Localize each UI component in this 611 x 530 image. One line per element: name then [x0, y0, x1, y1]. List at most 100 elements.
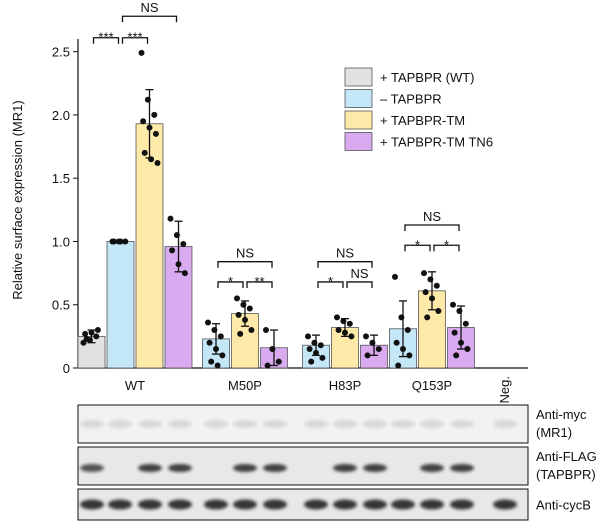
legend-swatch — [344, 89, 373, 108]
significance-label: NS — [423, 209, 441, 224]
y-tick-label: 2.5 — [52, 45, 70, 60]
data-point — [237, 330, 244, 337]
blot-band — [138, 464, 162, 472]
legend-label: – TAPBPR — [380, 92, 442, 107]
blot-band — [168, 499, 192, 510]
data-point — [346, 320, 353, 327]
blot-band — [233, 499, 257, 510]
bar — [135, 123, 164, 369]
data-point — [364, 352, 371, 359]
blot-band — [333, 499, 357, 510]
significance-bracket — [217, 281, 244, 288]
data-point — [450, 301, 456, 308]
data-point — [167, 215, 174, 222]
blot-label: Anti-cycB — [536, 498, 591, 513]
data-point — [406, 352, 413, 359]
significance-bracket — [317, 261, 373, 268]
legend-swatch — [344, 67, 373, 87]
data-point — [264, 362, 271, 369]
data-point — [152, 130, 159, 137]
x-tick-label: Q153P — [412, 378, 452, 393]
blot-band — [263, 464, 287, 472]
data-point — [458, 339, 464, 346]
data-point — [335, 327, 342, 334]
data-point — [395, 362, 402, 369]
data-point — [313, 349, 319, 356]
blot-band — [233, 464, 257, 472]
data-point — [421, 270, 427, 277]
y-tick-label: 2.0 — [52, 108, 70, 123]
significance-label: * — [444, 237, 449, 252]
data-point — [398, 314, 405, 321]
significance-bracket — [404, 244, 431, 252]
data-point — [248, 327, 255, 334]
data-point — [263, 327, 269, 334]
data-point — [375, 346, 382, 353]
data-point — [117, 238, 124, 245]
data-point — [122, 238, 129, 245]
significance-label: ** — [254, 274, 264, 289]
significance-bracket — [317, 281, 344, 288]
data-point — [453, 352, 460, 359]
blot-band — [304, 499, 328, 510]
blot-label: Anti-FLAG — [536, 449, 597, 464]
y-axis-label: Relative surface expression (MR1) — [10, 100, 25, 299]
x-tick-label: H83P — [329, 378, 362, 393]
blot-band — [108, 499, 132, 510]
data-point — [213, 346, 219, 353]
significance-bracket — [433, 244, 460, 252]
data-point — [400, 346, 406, 353]
data-point — [175, 261, 182, 268]
blot-band — [363, 420, 387, 428]
significance-label: *** — [127, 30, 142, 45]
blot-band — [420, 499, 444, 510]
blot-band — [304, 420, 328, 428]
bar — [164, 246, 193, 369]
blot-label: (MR1) — [536, 425, 572, 440]
data-point — [154, 160, 161, 167]
blot-band — [263, 420, 287, 428]
blot-label: Anti-myc — [536, 407, 587, 422]
blot-band — [333, 420, 357, 428]
data-point — [456, 308, 463, 315]
legend-swatch — [344, 132, 373, 151]
x-tick-label: Neg. — [497, 376, 512, 403]
data-point — [141, 149, 148, 156]
y-tick-label: 0.5 — [52, 298, 70, 313]
data-point — [348, 333, 355, 340]
data-point — [429, 295, 435, 302]
data-point — [214, 362, 221, 369]
blot-band — [233, 420, 257, 428]
blot-band — [420, 420, 444, 428]
data-point — [311, 339, 318, 346]
blot-band — [108, 420, 132, 428]
data-point — [363, 333, 369, 340]
data-point — [138, 49, 145, 56]
data-point — [424, 314, 431, 321]
blot-band — [493, 499, 517, 510]
significance-bracket — [92, 37, 120, 44]
y-tick-label: 0 — [63, 361, 70, 376]
data-point — [144, 96, 151, 103]
blot-band — [204, 420, 228, 428]
y-tick-label: 1.0 — [52, 234, 70, 249]
data-point — [208, 358, 215, 365]
data-point — [462, 320, 469, 327]
data-point — [334, 314, 340, 321]
data-point — [181, 270, 188, 277]
blot-band — [80, 499, 104, 510]
data-point — [180, 240, 187, 247]
data-point — [246, 305, 253, 312]
data-point — [88, 329, 95, 336]
data-point — [94, 327, 101, 334]
data-point — [308, 358, 315, 365]
data-point — [234, 295, 240, 302]
data-point — [205, 319, 211, 326]
data-point — [306, 346, 313, 353]
significance-bracket — [246, 281, 273, 288]
data-point — [111, 238, 118, 245]
significance-label: * — [415, 237, 420, 252]
blot-band — [391, 499, 415, 510]
data-point — [404, 327, 411, 334]
data-point — [451, 329, 458, 336]
